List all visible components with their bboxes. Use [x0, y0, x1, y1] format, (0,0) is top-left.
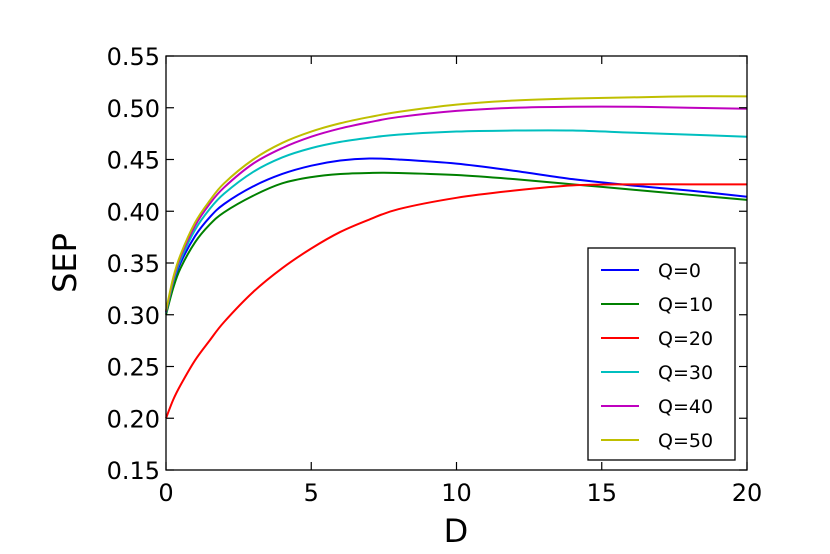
- series-line-q-30: [165, 129, 748, 313]
- y-tick-label: 0.40: [107, 198, 160, 226]
- x-tick-label: 0: [158, 479, 173, 507]
- x-tick-label: 5: [304, 479, 319, 507]
- y-tick-label: 0.25: [107, 354, 160, 382]
- series-line-q-20: [165, 183, 747, 419]
- legend: Q=0 Q=10 Q=20 Q=30 Q=40 Q=50: [587, 247, 736, 461]
- legend-label: Q=0: [658, 260, 701, 282]
- series-line-q-40: [165, 105, 748, 312]
- x-axis-label: D: [444, 512, 469, 550]
- legend-label: Q=20: [658, 328, 713, 350]
- x-tick-label: 10: [441, 479, 472, 507]
- legend-label: Q=50: [658, 430, 713, 452]
- legend-label: Q=40: [658, 396, 713, 418]
- legend-label: Q=10: [658, 294, 713, 316]
- x-tick-label: 20: [732, 479, 763, 507]
- y-axis-label: SEP: [46, 233, 84, 293]
- series-layer: [165, 95, 748, 419]
- y-tick-label: 0.35: [107, 250, 160, 278]
- legend-frame: [587, 247, 736, 461]
- x-tick-label: 15: [586, 479, 617, 507]
- y-tick-label: 0.45: [107, 147, 160, 175]
- y-tick-label: 0.30: [107, 302, 160, 330]
- y-tick-label: 0.15: [107, 457, 160, 485]
- series-line-q-50: [165, 95, 748, 311]
- legend-label: Q=30: [658, 362, 713, 384]
- y-tick-label: 0.20: [107, 405, 160, 433]
- y-tick-label: 0.50: [107, 95, 160, 123]
- y-tick-label: 0.55: [107, 43, 160, 71]
- series-line-q-0: [165, 157, 748, 313]
- ticks-layer: 0 5 10 15 20 0.15 0.20 0.25 0.30 0.35 0.40 0.45 0.50…: [107, 43, 763, 507]
